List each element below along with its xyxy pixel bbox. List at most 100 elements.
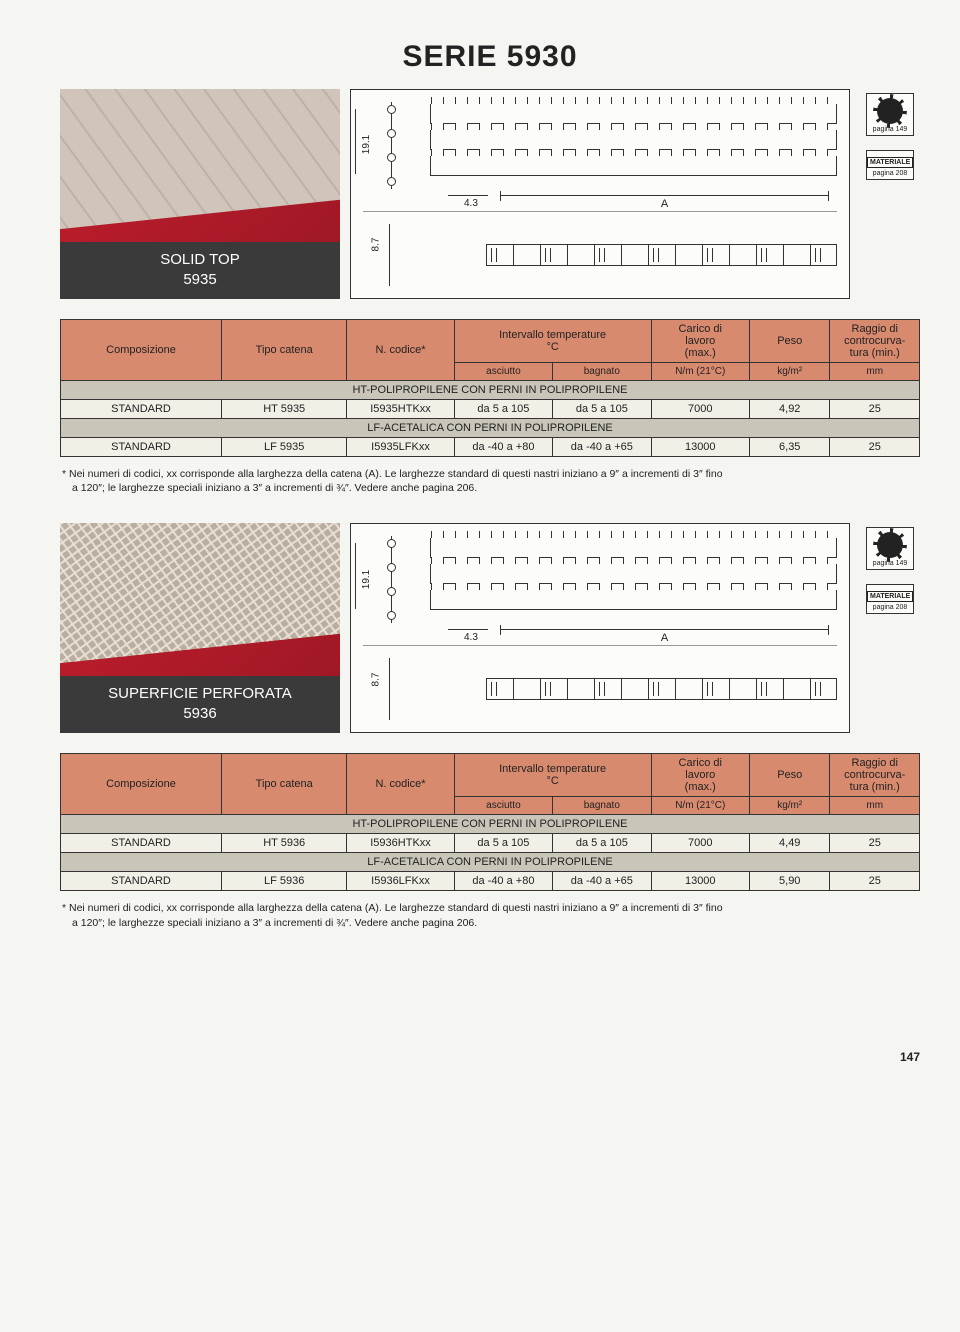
cell-load: 7000 (651, 834, 749, 853)
table-row: STANDARD LF 5935 I5935LFKxx da -40 a +80… (61, 438, 920, 457)
product-label: SUPERFICIE PERFORATA5936 (60, 676, 340, 733)
spec-table: Composizione Tipo catena N. codice* Inte… (60, 319, 920, 457)
gear-tag: pagina 149 (866, 527, 914, 570)
pitch-indicator: 19.1 (363, 98, 418, 207)
cell-load: 13000 (651, 872, 749, 891)
gear-icon (877, 532, 903, 558)
dim-height-indicator: 8.7 (363, 650, 418, 728)
side-tags: pagina 149 MATERIALE pagina 208 (860, 523, 920, 733)
hdr-weight-unit: kg/m² (749, 363, 830, 381)
module-row (430, 156, 837, 176)
cell-temp-dry: da 5 a 105 (454, 400, 552, 419)
cell-temp-wet: da -40 a +65 (553, 438, 651, 457)
hdr-weight: Peso (749, 320, 830, 363)
hdr-radius-unit: mm (830, 363, 920, 381)
cell-tipo: LF 5936 (222, 872, 347, 891)
page-number: 147 (60, 1050, 920, 1064)
side-profile (486, 244, 837, 266)
table-row: STANDARD HT 5936 I5936HTKxx da 5 a 105 d… (61, 834, 920, 853)
cell-comp: STANDARD (61, 400, 222, 419)
footnote-star: * (62, 902, 66, 914)
hdr-radius-unit: mm (830, 797, 920, 815)
cell-tipo: LF 5935 (222, 438, 347, 457)
side-profile (486, 678, 837, 700)
cell-tipo: HT 5935 (222, 400, 347, 419)
product-block: SUPERFICIE PERFORATA5936 19.1 A 4.3 (60, 523, 920, 929)
hdr-temp: Intervallo temperature°C (454, 320, 651, 363)
dim-width: A (500, 195, 829, 209)
hdr-code: N. codice* (347, 320, 454, 381)
dim-pitch: 19.1 (361, 135, 372, 154)
section-header: HT-POLIPROPILENE CON PERNI IN POLIPROPIL… (61, 381, 920, 400)
module-row (430, 590, 837, 610)
cell-code: I5936HTKxx (347, 834, 454, 853)
cell-weight: 6,35 (749, 438, 830, 457)
product-label: SOLID TOP5935 (60, 242, 340, 299)
material-tag-sub: pagina 208 (867, 604, 913, 611)
hdr-tipo: Tipo catena (222, 754, 347, 815)
cell-temp-wet: da -40 a +65 (553, 872, 651, 891)
footnote: * Nei numeri di codici, xx corrisponde a… (62, 901, 918, 929)
section-header: HT-POLIPROPILENE CON PERNI IN POLIPROPIL… (61, 815, 920, 834)
cell-temp-wet: da 5 a 105 (553, 400, 651, 419)
hdr-comp: Composizione (61, 320, 222, 381)
cell-radius: 25 (830, 438, 920, 457)
hdr-tipo: Tipo catena (222, 320, 347, 381)
material-label: MATERIALE (867, 157, 913, 168)
hdr-load: Carico dilavoro(max.) (651, 754, 749, 797)
technical-diagram: 19.1 A 4.3 8.7 (350, 89, 850, 299)
product-photo-wrap: SOLID TOP5935 (60, 89, 340, 299)
product-block: SOLID TOP5935 19.1 A 4.3 (60, 89, 920, 495)
dim-gap: 4.3 (448, 195, 488, 209)
cell-temp-dry: da -40 a +80 (454, 438, 552, 457)
hdr-load-unit: N/m (21°C) (651, 797, 749, 815)
module-row (430, 538, 837, 558)
dim-height-indicator: 8.7 (363, 216, 418, 294)
cell-comp: STANDARD (61, 438, 222, 457)
section-header: LF-ACETALICA CON PERNI IN POLIPROPILENE (61, 853, 920, 872)
cell-radius: 25 (830, 872, 920, 891)
dim-pitch: 19.1 (361, 570, 372, 589)
hdr-code: N. codice* (347, 754, 454, 815)
cell-weight: 4,49 (749, 834, 830, 853)
cell-radius: 25 (830, 400, 920, 419)
gear-icon (877, 98, 903, 124)
cell-temp-dry: da -40 a +80 (454, 872, 552, 891)
page-title: SERIE 5930 (60, 40, 920, 74)
hdr-load-unit: N/m (21°C) (651, 363, 749, 381)
technical-diagram: 19.1 A 4.3 8.7 (350, 523, 850, 733)
cell-weight: 5,90 (749, 872, 830, 891)
hdr-radius: Raggio dicontrocurva-tura (min.) (830, 320, 920, 363)
material-label: MATERIALE (867, 591, 913, 602)
cell-weight: 4,92 (749, 400, 830, 419)
table-row: STANDARD LF 5936 I5936LFKxx da -40 a +80… (61, 872, 920, 891)
material-tag: MATERIALE pagina 208 (866, 150, 914, 180)
cell-code: I5935LFKxx (347, 438, 454, 457)
module-row (430, 130, 837, 150)
hdr-temp: Intervallo temperature°C (454, 754, 651, 797)
cell-tipo: HT 5936 (222, 834, 347, 853)
dim-height: 8.7 (370, 238, 381, 252)
cell-code: I5936LFKxx (347, 872, 454, 891)
section-header: LF-ACETALICA CON PERNI IN POLIPROPILENE (61, 419, 920, 438)
hdr-weight: Peso (749, 754, 830, 797)
cell-comp: STANDARD (61, 834, 222, 853)
cell-radius: 25 (830, 834, 920, 853)
module-row (430, 104, 837, 124)
hdr-temp-dry: asciutto (454, 797, 552, 815)
cell-temp-wet: da 5 a 105 (553, 834, 651, 853)
product-photo-wrap: SUPERFICIE PERFORATA5936 (60, 523, 340, 733)
module-row (430, 564, 837, 584)
dim-width: A (500, 629, 829, 643)
product-photo (60, 523, 340, 676)
cell-temp-dry: da 5 a 105 (454, 834, 552, 853)
dim-height: 8.7 (370, 672, 381, 686)
side-tags: pagina 149 MATERIALE pagina 208 (860, 89, 920, 299)
cell-load: 7000 (651, 400, 749, 419)
gear-tag: pagina 149 (866, 93, 914, 136)
material-tag-sub: pagina 208 (867, 170, 913, 177)
material-tag: MATERIALE pagina 208 (866, 584, 914, 614)
cell-comp: STANDARD (61, 872, 222, 891)
hdr-load: Carico dilavoro(max.) (651, 320, 749, 363)
hdr-temp-dry: asciutto (454, 363, 552, 381)
